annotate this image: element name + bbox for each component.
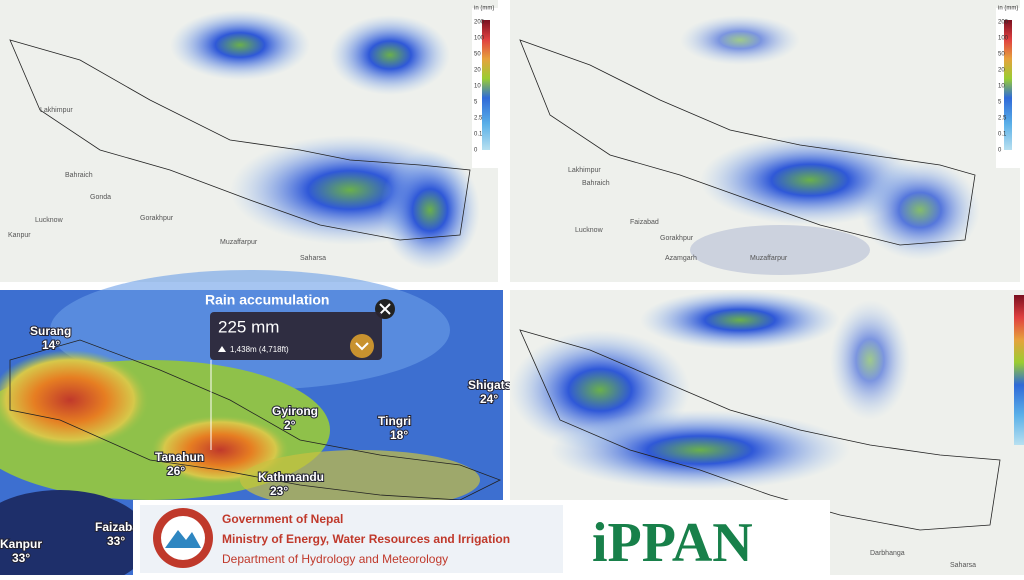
place: Bahraich — [582, 180, 610, 187]
popup-title: Rain accumulation — [205, 292, 329, 308]
legend-label: 5 — [474, 100, 478, 106]
legend-label: 100 — [998, 36, 1009, 42]
place-name: Kathmandu — [258, 470, 324, 484]
place-name: Surang — [30, 324, 71, 338]
legend-label: 10 — [474, 84, 481, 90]
banner: Government of Nepal Ministry of Energy, … — [133, 500, 830, 575]
rain-amount: 225 mm — [218, 317, 279, 336]
place-name: Kanpur — [0, 537, 42, 551]
place: Azamgarh — [665, 255, 697, 262]
temperature: 14° — [42, 338, 60, 352]
place: Faizabad — [630, 219, 659, 226]
legend-label: 200 — [998, 20, 1009, 26]
place: Muzaffarpur — [220, 239, 258, 246]
legend-unit: in (mm) — [998, 6, 1018, 12]
legend-label: 20 — [474, 68, 481, 74]
map-top-right: Lakhimpur Bahraich Lucknow Gorakhpur Fai… — [510, 0, 1020, 282]
temperature: 33° — [12, 551, 30, 565]
temperature: 33° — [107, 534, 125, 548]
legend-label: 50 — [474, 52, 481, 58]
place: Muzaffarpur — [750, 255, 788, 262]
temperature: 24° — [480, 392, 498, 406]
legend-label: 100 — [474, 36, 485, 42]
temperature: 2° — [284, 418, 296, 432]
place: Gorakhpur — [140, 215, 174, 222]
place-name: Gyirong — [272, 404, 318, 418]
legend-label: 2.5 — [474, 116, 483, 122]
legend-label: 2.5 — [998, 116, 1007, 122]
place: Kanpur — [8, 232, 31, 239]
place-name: Tanahun — [155, 450, 204, 464]
place-name: Tingri — [378, 414, 411, 428]
place: Darbhanga — [870, 550, 905, 557]
gov-name: Government of Nepal — [222, 512, 343, 526]
legend-label: 0.1 — [474, 132, 483, 138]
legend-label: 200 — [474, 20, 485, 26]
map-bottom-left: Rain accumulation 225 mm 1,438m (4,718ft… — [0, 270, 503, 580]
brand-logo: iPPAN — [592, 512, 753, 574]
place: Lakhimpur — [40, 107, 73, 114]
place: Saharsa — [300, 255, 326, 262]
place: Lakhimpur — [568, 167, 601, 174]
temperature: 26° — [167, 464, 185, 478]
legend-scale — [482, 20, 490, 150]
place-name: Shigatse — [468, 378, 518, 392]
legend-label: 10 — [998, 84, 1005, 90]
legend-label: 20 — [998, 68, 1005, 74]
legend-label: 0 — [474, 148, 478, 154]
popup — [210, 312, 382, 360]
place: Gorakhpur — [660, 235, 694, 242]
place: Saharsa — [950, 562, 976, 569]
expand-button[interactable] — [350, 334, 374, 358]
ministry-name: Ministry of Energy, Water Resources and … — [222, 532, 510, 546]
map-top-left: Lakhimpur Bahraich Gonda Lucknow Kanpur … — [0, 0, 498, 282]
place: Gonda — [90, 194, 111, 201]
place: Bahraich — [65, 172, 93, 179]
legend-unit: in (mm) — [474, 6, 494, 12]
legend: in (mm) 200 100 50 20 10 5 2.5 0.1 0 — [998, 6, 1018, 154]
place: Lucknow — [35, 217, 64, 224]
temperature: 23° — [270, 484, 288, 498]
legend-label: 0.1 — [998, 132, 1007, 138]
legend: in (mm) 200 100 50 20 10 5 2.5 0.1 0 — [474, 6, 494, 154]
place: Lucknow — [575, 227, 604, 234]
legend-label: 0 — [998, 148, 1002, 154]
department-name: Department of Hydrology and Meteorology — [222, 552, 448, 566]
legend-label: 5 — [998, 100, 1002, 106]
legend-label: 50 — [998, 52, 1005, 58]
temperature: 18° — [390, 428, 408, 442]
elevation: 1,438m (4,718ft) — [230, 345, 289, 354]
